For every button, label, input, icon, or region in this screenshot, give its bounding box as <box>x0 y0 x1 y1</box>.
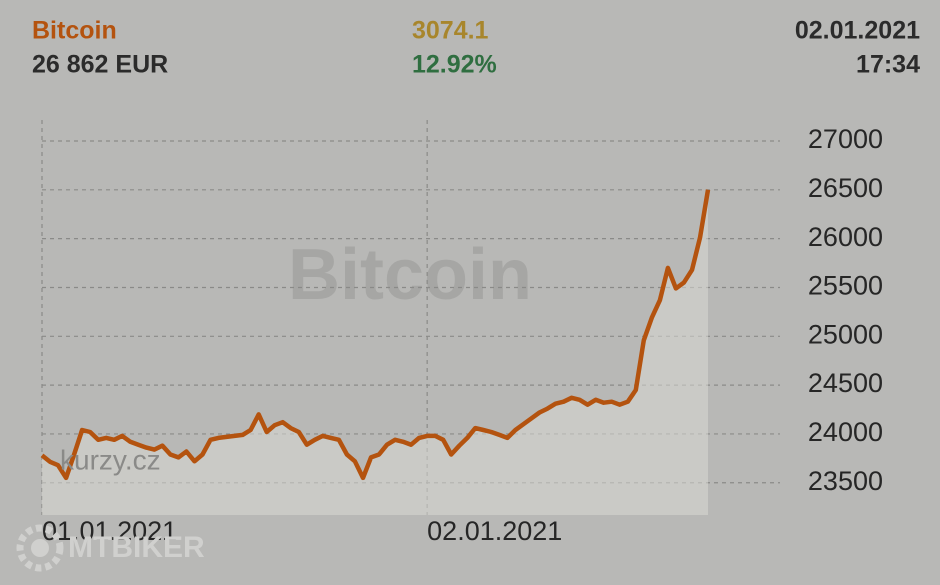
price: 26 862 EUR <box>32 51 168 79</box>
y-tick-label: 26500 <box>808 173 883 203</box>
y-tick-label: 24500 <box>808 368 883 398</box>
site-name: MTBIKER <box>68 531 205 564</box>
time: 17:34 <box>856 51 920 79</box>
y-tick-label: 23500 <box>808 466 883 496</box>
watermark: Bitcoin <box>288 235 532 315</box>
logo-gear <box>16 524 64 572</box>
logo: kurzy.cz <box>60 444 161 475</box>
change-pct: 12.92% <box>412 51 497 79</box>
date: 02.01.2021 <box>795 17 920 45</box>
x-tick-label: 02.01.2021 <box>427 516 562 546</box>
y-tick-label: 25000 <box>808 319 883 349</box>
site-watermark: MTBIKER <box>16 524 205 572</box>
logo-hub <box>31 539 49 557</box>
area <box>42 189 708 516</box>
y-tick-label: 27000 <box>808 124 883 154</box>
change: 3074.1 <box>412 17 489 45</box>
plot: 23500 24000 24500 25000 25500 26000 26500 27000… <box>40 120 883 546</box>
y-tick-label: 25500 <box>808 271 883 301</box>
line <box>40 189 711 481</box>
x-tick-label: 01.01.2021 <box>42 516 177 546</box>
y-tick-label: 26000 <box>808 222 883 252</box>
y-tick-label: 24000 <box>808 417 883 447</box>
asset-name: Bitcoin <box>32 17 117 45</box>
